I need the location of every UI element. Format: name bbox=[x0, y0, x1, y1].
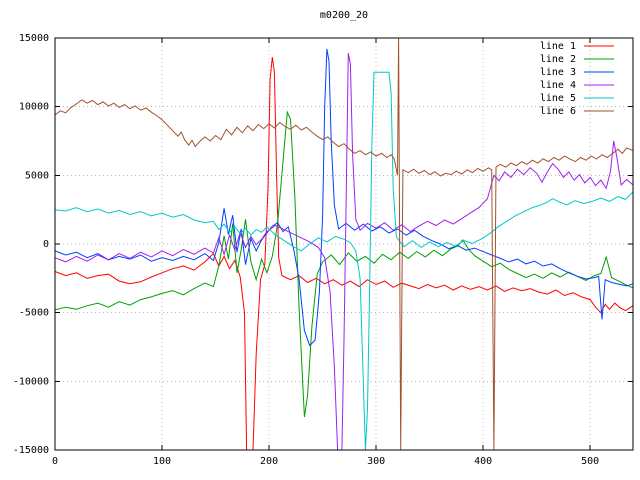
x-tick-label: 300 bbox=[367, 456, 385, 467]
legend-label: line 1 bbox=[540, 41, 576, 52]
legend-label: line 2 bbox=[540, 54, 576, 65]
y-tick-label: -5000 bbox=[19, 308, 49, 319]
series-line-1 bbox=[54, 57, 634, 451]
y-tick-label: -15000 bbox=[13, 445, 49, 456]
series-line-5 bbox=[54, 71, 634, 451]
x-tick-label: 400 bbox=[474, 456, 492, 467]
x-tick-label: 100 bbox=[153, 456, 171, 467]
legend-label: line 6 bbox=[540, 106, 576, 117]
y-tick-label: -10000 bbox=[13, 376, 49, 387]
series-line-2 bbox=[54, 110, 634, 418]
y-tick-label: 0 bbox=[43, 239, 49, 250]
y-tick-label: 15000 bbox=[19, 33, 49, 44]
y-tick-label: 5000 bbox=[25, 170, 49, 181]
x-tick-label: 0 bbox=[52, 456, 58, 467]
series-line-4 bbox=[54, 53, 634, 451]
chart-title: m0200_20 bbox=[319, 10, 369, 21]
x-tick-label: 200 bbox=[260, 456, 278, 467]
legend-label: line 4 bbox=[540, 80, 576, 91]
series-line-6 bbox=[54, 37, 634, 451]
y-tick-label: 10000 bbox=[19, 102, 49, 113]
x-tick-label: 500 bbox=[581, 456, 599, 467]
series-line-3 bbox=[54, 48, 634, 347]
legend-label: line 5 bbox=[540, 93, 576, 104]
legend-label: line 3 bbox=[540, 67, 576, 78]
